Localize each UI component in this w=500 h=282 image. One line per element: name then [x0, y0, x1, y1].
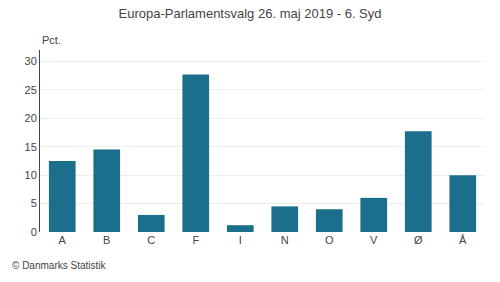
svg-text:20: 20 — [25, 112, 37, 124]
svg-text:O: O — [325, 234, 334, 246]
svg-text:25: 25 — [25, 84, 37, 96]
svg-text:Pct.: Pct. — [42, 34, 61, 46]
svg-text:I: I — [239, 234, 242, 246]
svg-text:© Danmarks Statistik: © Danmarks Statistik — [12, 260, 107, 271]
svg-text:F: F — [192, 234, 199, 246]
svg-text:Europa-Parlamentsvalg 26. maj: Europa-Parlamentsvalg 26. maj 2019 - 6. … — [118, 6, 381, 21]
svg-text:Ø: Ø — [414, 234, 423, 246]
svg-text:5: 5 — [31, 197, 37, 209]
svg-text:V: V — [370, 234, 378, 246]
svg-text:A: A — [59, 234, 67, 246]
svg-text:N: N — [281, 234, 289, 246]
svg-text:10: 10 — [25, 169, 37, 181]
svg-text:30: 30 — [25, 55, 37, 67]
svg-text:15: 15 — [25, 141, 37, 153]
svg-text:C: C — [147, 234, 155, 246]
svg-text:0: 0 — [31, 226, 37, 238]
svg-text:Å: Å — [459, 234, 467, 246]
svg-text:B: B — [103, 234, 110, 246]
